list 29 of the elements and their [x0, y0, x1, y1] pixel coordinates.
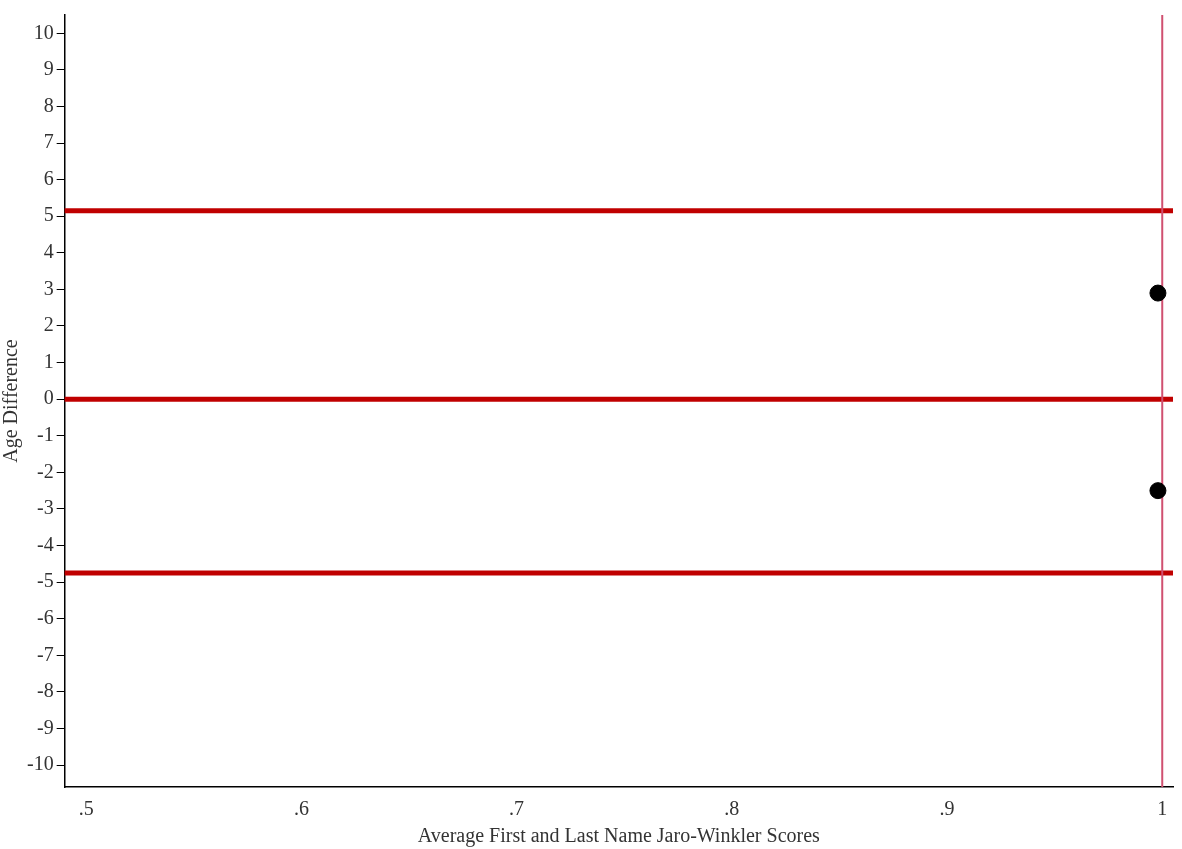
y-tick-label: -1	[36, 423, 54, 446]
y-tick-label: -6	[36, 605, 54, 628]
y-tick-label: -5	[36, 569, 54, 592]
x-tick-label: .7	[509, 797, 525, 820]
y-tick-label: 7	[43, 130, 54, 153]
y-tick-label: -9	[36, 715, 54, 738]
x-tick-label: .6	[293, 797, 309, 820]
y-tick-label: 3	[43, 276, 54, 299]
y-tick-label: 10	[33, 20, 54, 43]
y-tick-label: -7	[36, 642, 54, 665]
y-tick-label: -3	[36, 496, 54, 519]
y-tick-label: 8	[43, 93, 54, 116]
x-tick-label: 1	[1157, 797, 1168, 820]
y-tick-label: 1	[43, 349, 54, 372]
y-tick-label: 9	[43, 57, 54, 80]
x-tick-label: .8	[724, 797, 740, 820]
y-tick-label: -4	[36, 532, 54, 555]
x-tick-label: .5	[78, 797, 94, 820]
y-tick-label: -8	[36, 679, 54, 702]
y-tick-label: -10	[26, 752, 54, 775]
y-tick-label: 5	[43, 203, 54, 226]
y-tick-label: 4	[43, 240, 54, 263]
x-axis-title: Average First and Last Name Jaro-Winkler Scores	[417, 824, 821, 848]
x-tick-label: .9	[939, 797, 955, 820]
y-tick-label: -2	[36, 459, 54, 482]
y-tick-label: 0	[43, 386, 54, 409]
y-tick-label: 6	[43, 166, 54, 189]
y-axis-title: Age Difference	[0, 339, 23, 463]
y-tick-label: 2	[43, 313, 54, 336]
